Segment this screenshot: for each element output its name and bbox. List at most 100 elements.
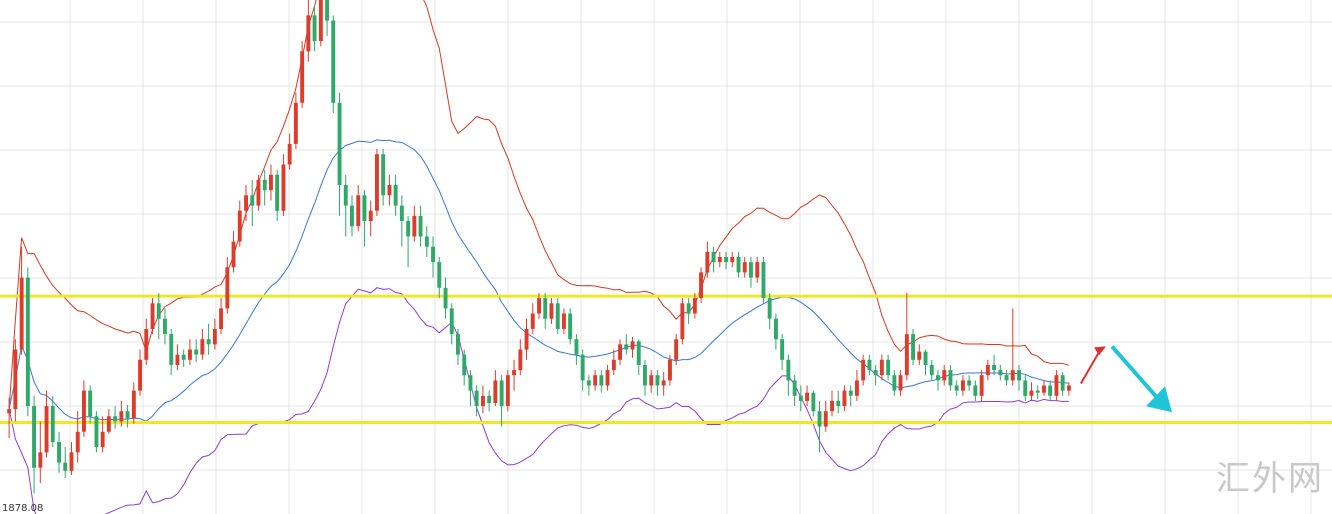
candle-body [200,339,205,355]
candle [343,174,348,237]
candle-body [188,349,192,360]
candle [1067,382,1071,396]
candle [643,359,647,396]
candle-body [599,375,604,386]
candle-body [736,257,741,273]
candle [100,416,105,453]
candle-body [543,298,548,319]
candle [961,375,965,396]
candle-body [936,375,940,381]
candle [119,400,124,427]
candle [38,421,43,484]
candle-body [375,154,379,211]
candle [936,370,940,391]
candle-body [923,351,928,365]
candle-body [269,174,273,191]
candle [586,375,591,396]
candle [175,344,180,371]
candle-body [855,380,859,396]
candle-body [811,392,816,412]
candle-body [418,215,423,237]
candle [144,318,149,365]
candle [979,370,984,401]
candle [269,164,273,201]
candle [281,154,286,216]
candle-body [424,236,429,247]
candle [443,277,448,319]
candle [686,298,691,324]
candle [624,334,629,355]
candle [705,241,710,278]
candle-body [1054,375,1059,396]
candle [636,339,641,376]
candle-body [7,409,12,414]
candle [50,395,55,448]
candle-body [761,262,766,299]
candle-body [574,339,579,355]
candle [518,339,523,376]
candle [125,405,130,428]
candle [368,200,373,237]
candle [911,328,915,365]
candle-body [88,390,93,417]
candle [973,380,978,401]
candle [886,354,891,381]
candle [898,370,903,396]
candle [786,354,791,396]
candle-body [481,395,485,407]
candle [225,257,230,314]
candle [767,292,772,329]
candle [805,385,809,407]
candle [19,246,24,355]
candle-body [798,395,803,401]
candle [798,385,803,412]
candle-body [1035,390,1040,393]
candle-body [1017,370,1021,381]
candle [568,308,573,345]
candle [138,349,142,396]
candle [7,397,12,438]
candle [449,303,454,345]
candle-body [668,359,672,381]
candle-body [948,370,953,386]
candle-body [1010,370,1015,381]
candle [1004,370,1009,386]
candle-body [848,390,853,396]
candle-body [792,380,797,396]
candle-body [954,385,959,391]
candle-body [275,174,280,211]
candle-body [337,102,342,185]
candle-body [381,154,386,196]
candle-body [973,385,978,396]
candle-body [144,329,149,360]
candle-body [387,185,392,196]
candle-body [661,380,666,386]
candle [692,292,697,319]
candle [381,149,386,206]
candle [206,323,211,355]
candle [362,190,367,247]
candle-body [549,303,554,319]
watermark: 汇外网 [1216,459,1324,499]
candle [530,303,535,335]
candle [724,251,728,270]
candle-body [512,370,516,376]
candle-body [437,262,442,288]
candle [855,370,859,401]
candle-body [705,251,710,273]
candle [181,349,186,367]
candle [792,375,797,407]
candle [774,313,778,350]
candle [879,354,884,381]
candle-body [325,0,329,21]
candle [88,385,93,424]
candle [75,411,80,463]
candle-body [256,179,261,206]
candle-body [823,411,828,427]
candles [7,0,1071,494]
candle [717,251,722,268]
candle [605,364,610,391]
candle-body [1004,375,1009,381]
candle [82,380,86,437]
